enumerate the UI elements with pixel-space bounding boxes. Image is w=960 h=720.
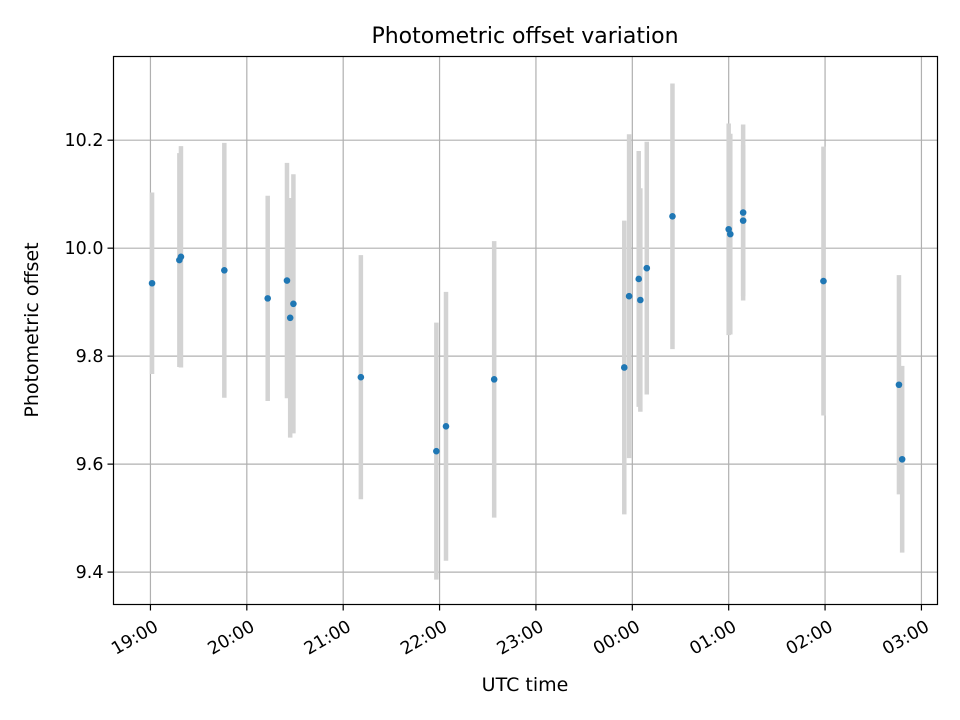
data-point — [635, 275, 643, 283]
data-points — [148, 209, 906, 463]
y-tick-label: 9.8 — [76, 347, 104, 367]
y-axis-label: Photometric offset — [21, 242, 43, 417]
data-point — [433, 447, 440, 455]
data-point — [895, 381, 903, 389]
grid — [113, 56, 938, 605]
y-tick-label: 10.0 — [65, 239, 104, 259]
data-point — [286, 314, 294, 322]
y-tick-label: 9.4 — [76, 563, 104, 583]
data-point — [221, 267, 228, 274]
data-point — [357, 373, 365, 381]
y-tick-label: 9.6 — [76, 455, 104, 475]
data-point — [620, 364, 628, 371]
data-point — [637, 296, 644, 304]
data-point — [726, 230, 734, 238]
data-point — [820, 277, 827, 285]
x-axis-label: UTC time — [482, 674, 569, 696]
y-axis-ticks: 9.4 9.6 9.8 10.0 10.2 — [65, 131, 114, 583]
data-point — [739, 209, 747, 216]
data-point — [264, 295, 271, 302]
data-point — [442, 423, 450, 430]
data-point — [669, 213, 676, 220]
plot-frame — [112, 55, 939, 606]
data-point — [625, 292, 633, 300]
chart-title: Photometric offset variation — [371, 24, 678, 49]
data-point — [177, 253, 185, 261]
data-point — [898, 455, 906, 463]
data-point — [148, 279, 156, 287]
data-point — [283, 277, 291, 284]
data-point — [643, 264, 651, 272]
data-point — [290, 300, 297, 308]
data-point — [490, 376, 498, 383]
data-point — [739, 217, 747, 224]
y-tick-label: 10.2 — [65, 131, 104, 151]
